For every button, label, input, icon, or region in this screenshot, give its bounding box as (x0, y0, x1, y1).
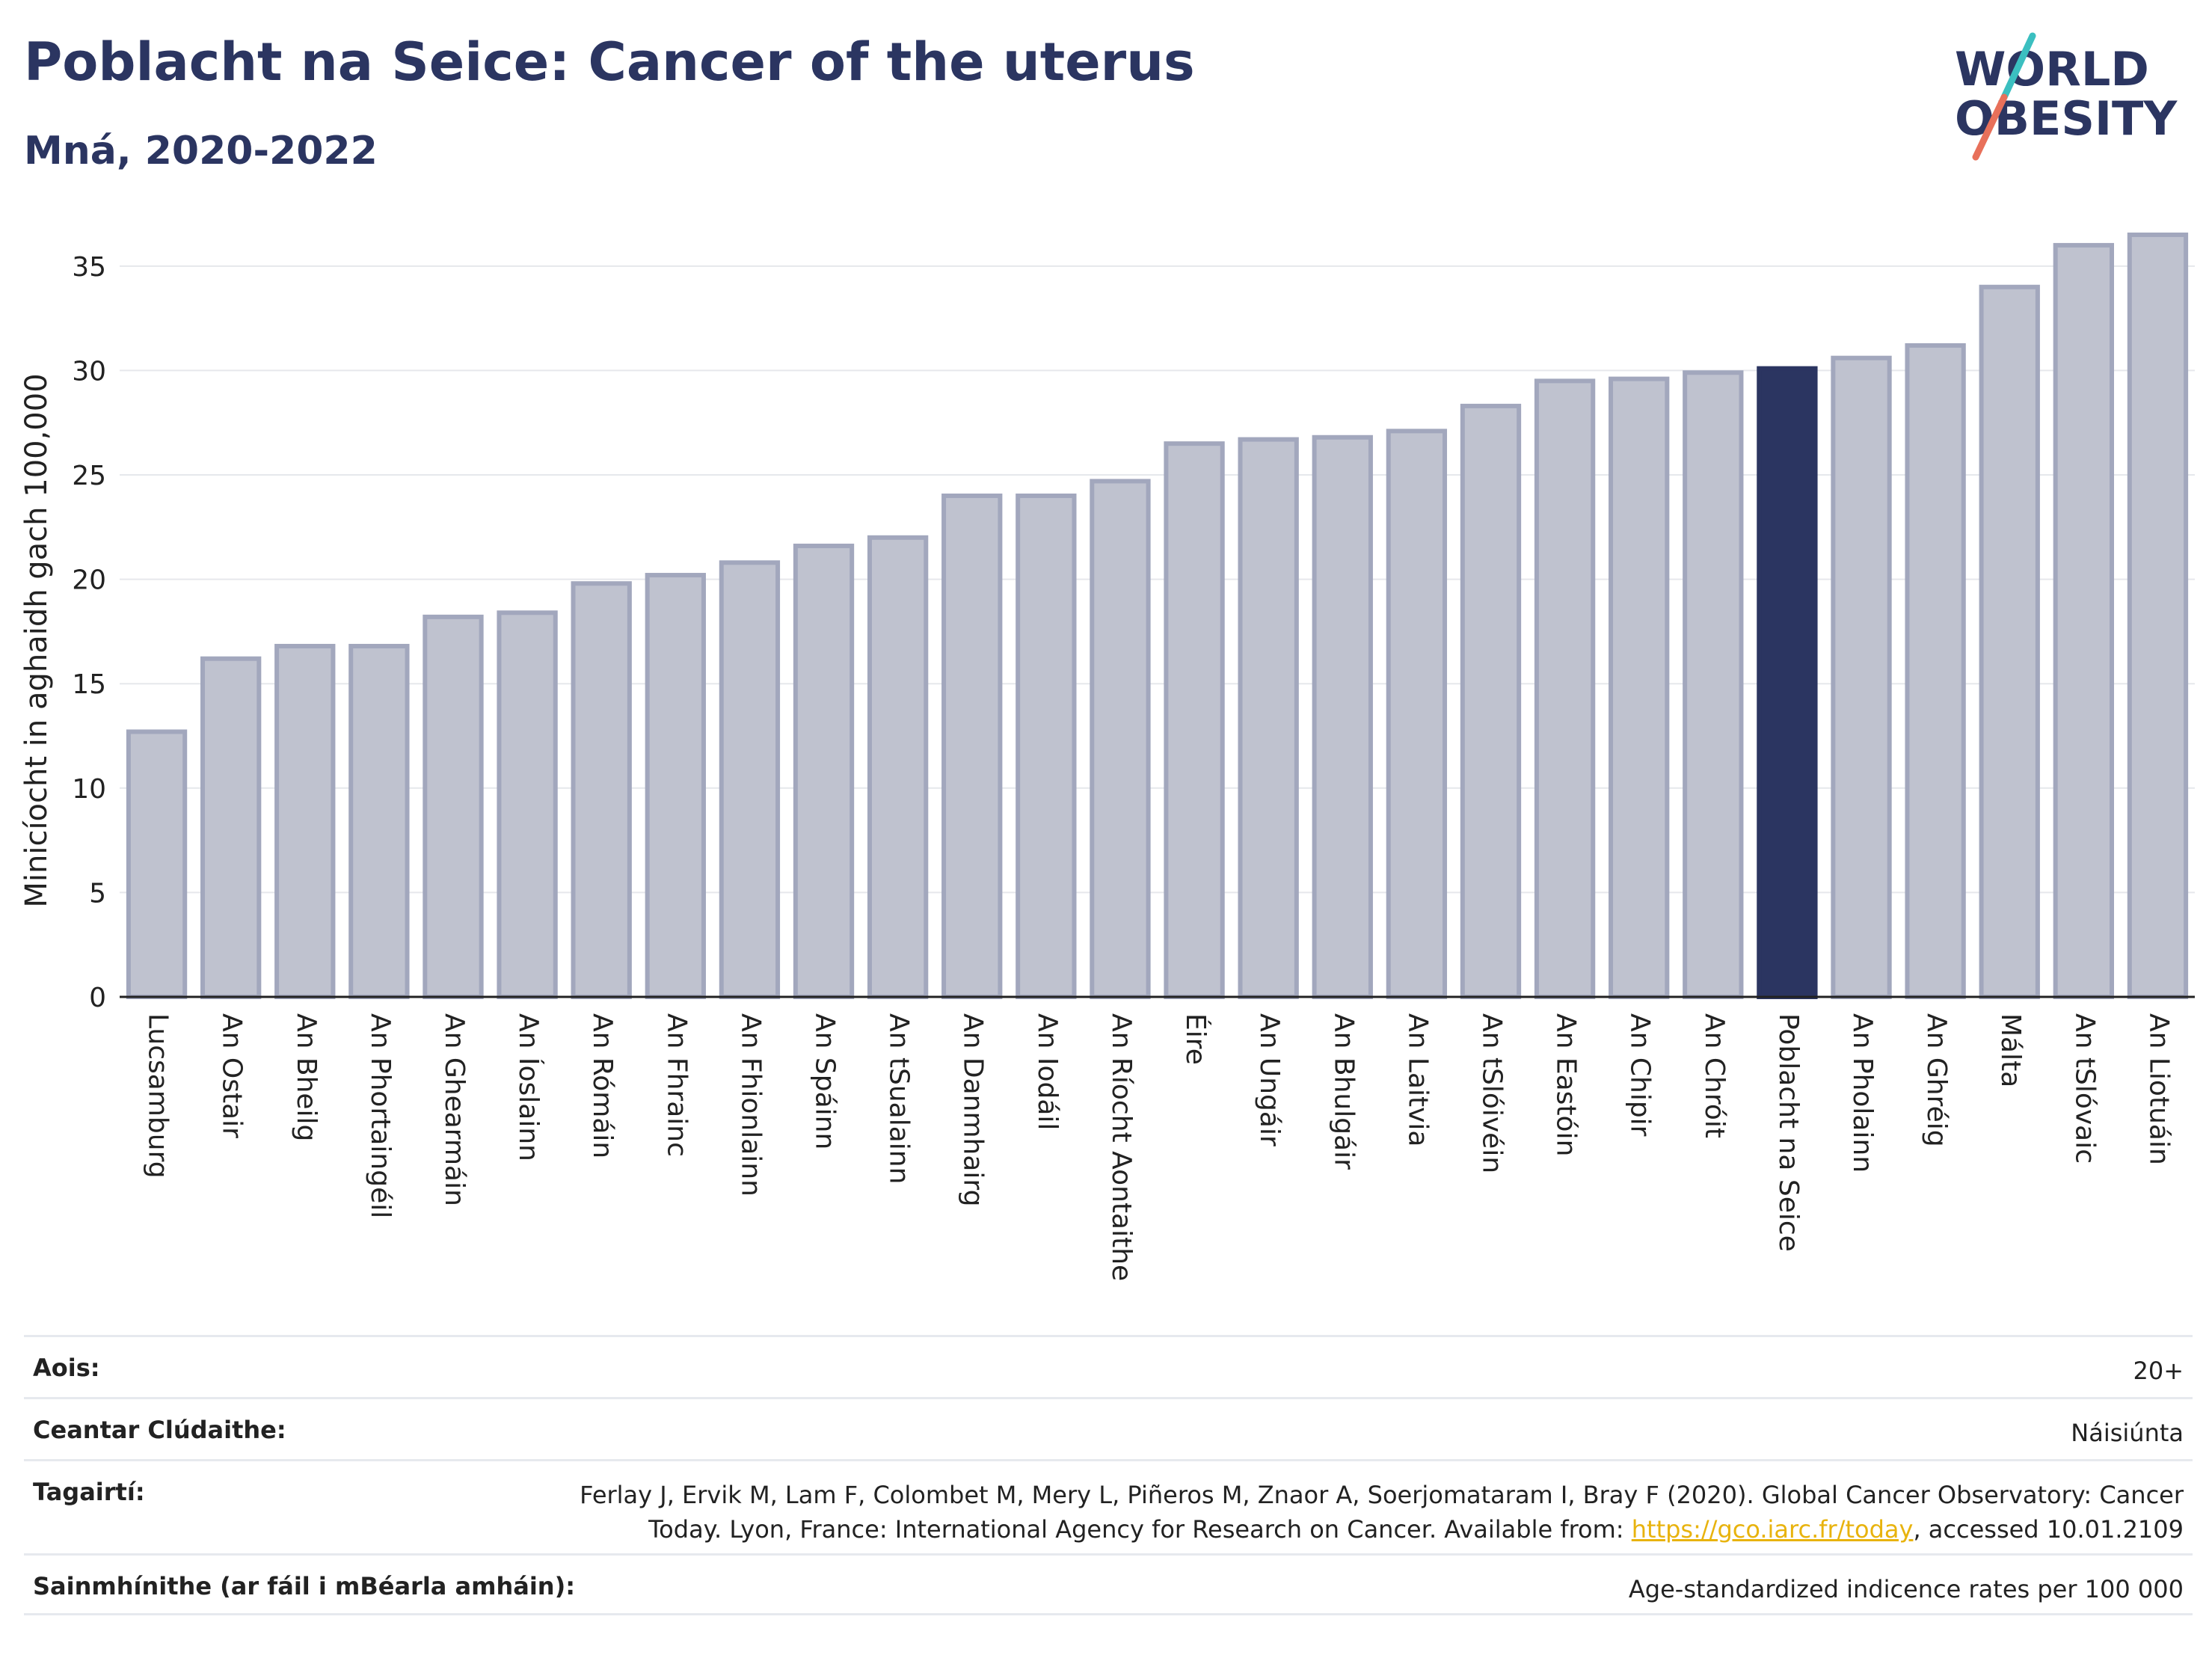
bar (793, 543, 855, 999)
chart-subtitle: Mná, 2020-2022 (24, 129, 378, 174)
bar (1164, 441, 1225, 999)
coverage-value: Náisiúnta (2071, 1419, 2184, 1447)
x-category-label: An Spáinn (810, 1013, 841, 1149)
age-value: 20+ (2133, 1357, 2184, 1385)
bar (1905, 343, 1966, 999)
x-category-label: An tSlóvaic (2069, 1013, 2100, 1164)
y-tick-label: 25 (72, 461, 106, 491)
y-tick-label: 30 (72, 356, 106, 387)
info-row-definitions: Sainmhínithe (ar fáil i mBéarla amháin):… (24, 1553, 2193, 1615)
x-category-label: An Bheilg (291, 1013, 322, 1141)
bar (941, 493, 1003, 999)
bar (645, 573, 706, 999)
world-obesity-logo: WORLD OBESITY (1955, 32, 2178, 161)
x-category-label: An Danmhairg (958, 1013, 989, 1206)
bar (423, 614, 484, 999)
x-category-label: Éire (1180, 1013, 1211, 1065)
bar-highlighted (1757, 366, 1818, 999)
bar (1312, 435, 1373, 999)
x-category-label: Poblacht na Seice (1773, 1013, 1804, 1252)
x-category-label: An Liotuáin (2143, 1013, 2174, 1165)
bar (1534, 378, 1596, 999)
x-category-label: An Laitvia (1402, 1013, 1433, 1147)
bar (571, 581, 632, 999)
references-label: Tagairtí: (33, 1478, 145, 1506)
info-row-age: Aois: 20+ (24, 1335, 2193, 1397)
bar (1016, 493, 1077, 999)
x-category-label: An Ungáir (1254, 1013, 1285, 1146)
references-accessed: , accessed 10.01.2109 (1913, 1515, 2184, 1544)
y-axis-label: Minicíocht in aghaidh gach 100,000 (19, 373, 54, 907)
references-text: Ferlay J, Ervik M, Lam F, Colombet M, Me… (580, 1481, 2184, 1544)
bar (1979, 284, 2040, 999)
x-category-label: An Pholainn (1847, 1013, 1878, 1173)
info-row-references: Tagairtí: Ferlay J, Ervik M, Lam F, Colo… (24, 1459, 2193, 1553)
x-category-label: An Ostair (217, 1013, 248, 1138)
age-label: Aois: (33, 1354, 100, 1382)
x-category-label: An Íoslainn (513, 1013, 544, 1161)
bar (1238, 437, 1299, 999)
references-link[interactable]: https://gco.iarc.fr/today (1631, 1515, 1914, 1544)
bar (719, 560, 781, 999)
logo-slash-teal (2000, 32, 2036, 101)
x-category-labels: Lucsamburg An Ostair An Bheilg An Phortaing… (143, 1013, 2175, 1281)
x-category-label: An Ghréig (1921, 1013, 1952, 1147)
y-tick-label: 0 (89, 983, 106, 1013)
x-category-label: An tSlóivéin (1476, 1013, 1507, 1173)
bar (497, 610, 558, 999)
bar-chart: 0 5 10 15 20 25 30 35 Lucsamburg An Ostair An Bhe… (19, 232, 2195, 1281)
x-category-label: Lucsamburg (143, 1013, 173, 1179)
bars (126, 232, 2189, 1000)
bar (1609, 376, 1670, 1000)
bar (274, 643, 336, 999)
references-value: Ferlay J, Ervik M, Lam F, Colombet M, Me… (553, 1478, 2184, 1547)
coverage-label: Ceantar Clúdaithe: (33, 1416, 286, 1444)
y-tick-label: 5 (89, 878, 106, 909)
y-tick-label: 20 (72, 565, 106, 596)
x-category-label: Málta (1995, 1013, 2026, 1087)
bar (1683, 370, 1744, 1000)
x-category-label: An Ghearmáin (439, 1013, 470, 1206)
logo-slash-coral (1972, 93, 2008, 161)
bar (867, 535, 929, 999)
y-tick-label: 10 (72, 774, 106, 805)
y-tick-label: 15 (72, 669, 106, 700)
y-tick-label: 35 (72, 252, 106, 283)
x-category-label: An Bhulgáir (1328, 1013, 1359, 1170)
x-category-label: An Eastóin (1551, 1013, 1582, 1156)
x-category-label: An Phortaingéil (365, 1013, 396, 1218)
definitions-value: Age-standardized indicence rates per 100… (1628, 1575, 2184, 1603)
x-category-label: An Fhrainc (661, 1013, 692, 1157)
y-tick-labels: 0 5 10 15 20 25 30 35 (72, 252, 106, 1013)
logo-line1: WORLD (1955, 42, 2149, 96)
x-category-label: An tSualainn (884, 1013, 915, 1184)
bar (2127, 232, 2189, 999)
bar (1831, 355, 1892, 999)
bar (1090, 479, 1151, 999)
info-row-coverage: Ceantar Clúdaithe: Náisiúnta (24, 1397, 2193, 1459)
bar (1460, 403, 1522, 999)
definitions-label: Sainmhínithe (ar fáil i mBéarla amháin): (33, 1572, 575, 1600)
x-category-label: An Iodáil (1032, 1013, 1063, 1130)
x-category-label: An Rómáin (587, 1013, 618, 1158)
chart-title: Poblacht na Seice: Cancer of the uterus (24, 31, 1195, 93)
bar (2053, 242, 2114, 999)
x-category-label: An Chipir (1625, 1013, 1656, 1137)
bar (126, 729, 188, 1000)
bar (200, 656, 262, 999)
x-category-label: An Ríocht Aontaithe (1106, 1013, 1137, 1281)
bar (348, 643, 410, 999)
x-category-label: An Chróit (1699, 1013, 1730, 1138)
info-table: Aois: 20+ Ceantar Clúdaithe: Náisiúnta T… (24, 1335, 2193, 1615)
bar (1386, 429, 1448, 999)
x-category-label: An Fhionlainn (735, 1013, 766, 1197)
